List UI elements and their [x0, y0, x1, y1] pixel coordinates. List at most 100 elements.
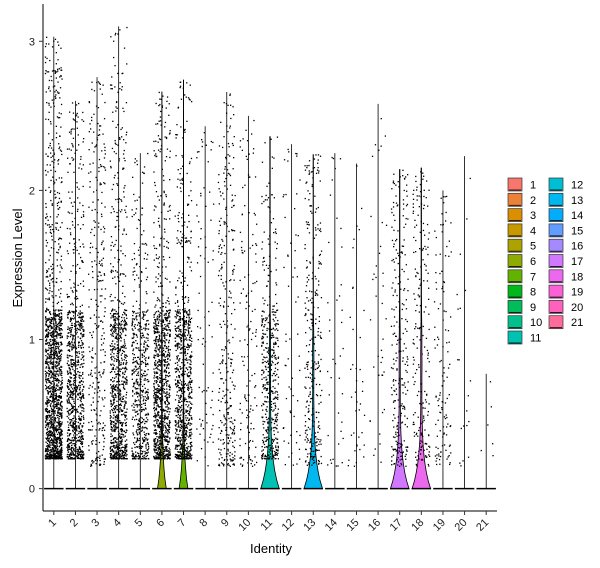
data-point	[81, 354, 83, 356]
data-point	[165, 406, 167, 408]
data-point	[77, 320, 79, 323]
data-point	[131, 342, 134, 344]
data-point	[70, 333, 72, 335]
data-point	[159, 431, 161, 433]
data-point	[119, 398, 122, 400]
data-point	[131, 370, 133, 372]
data-point	[54, 437, 56, 439]
data-point	[101, 165, 103, 167]
data-point	[100, 228, 102, 231]
data-point	[118, 449, 120, 452]
data-point	[52, 317, 54, 319]
data-point	[68, 396, 71, 398]
data-point	[164, 421, 166, 424]
data-point	[45, 70, 47, 72]
data-point	[49, 435, 51, 437]
data-point	[49, 415, 51, 417]
data-point	[59, 316, 61, 319]
data-point	[68, 212, 71, 214]
data-point	[117, 395, 120, 397]
data-point	[164, 231, 166, 233]
data-point	[52, 296, 54, 299]
data-point	[139, 456, 141, 458]
data-point	[139, 246, 141, 248]
data-point	[117, 324, 119, 326]
data-point	[45, 445, 48, 447]
data-point	[54, 338, 56, 340]
data-point	[58, 243, 60, 245]
data-point	[69, 380, 71, 382]
data-point	[44, 169, 47, 172]
data-point	[67, 397, 70, 399]
data-point	[140, 447, 142, 449]
data-point	[113, 430, 115, 432]
data-point	[51, 354, 54, 356]
data-point	[157, 426, 159, 428]
data-point	[123, 346, 125, 348]
data-point	[103, 273, 105, 275]
data-point	[139, 405, 141, 407]
data-point	[55, 404, 57, 406]
data-point	[119, 457, 122, 459]
data-point	[111, 435, 113, 437]
data-point	[49, 311, 51, 313]
data-point	[115, 336, 117, 338]
data-point	[99, 428, 101, 430]
data-point	[103, 461, 105, 463]
data-point	[123, 327, 125, 329]
data-point	[153, 397, 155, 399]
data-point	[46, 271, 48, 274]
data-point	[98, 271, 100, 273]
data-point	[51, 457, 53, 459]
data-point	[80, 440, 82, 442]
data-point	[52, 341, 54, 343]
data-point	[125, 363, 127, 366]
data-point	[56, 368, 58, 370]
data-point	[121, 414, 123, 416]
data-point	[117, 454, 119, 456]
data-point	[155, 191, 158, 193]
data-point	[49, 318, 51, 321]
data-point	[46, 452, 49, 455]
data-point	[45, 335, 47, 337]
data-point	[66, 400, 68, 402]
data-point	[56, 414, 58, 416]
data-point	[124, 452, 126, 454]
data-point	[117, 379, 120, 381]
data-point	[46, 401, 48, 403]
data-point	[79, 437, 82, 439]
data-point	[167, 316, 169, 318]
data-point	[59, 354, 62, 357]
data-point	[81, 336, 83, 338]
data-point	[140, 397, 142, 399]
data-point	[67, 387, 69, 389]
data-point	[83, 138, 85, 140]
data-point	[93, 191, 95, 193]
data-point	[69, 371, 71, 373]
data-point	[52, 389, 55, 391]
data-point	[131, 320, 134, 322]
data-point	[48, 102, 50, 104]
data-point	[125, 357, 127, 359]
data-point	[113, 454, 116, 456]
data-point	[51, 363, 53, 365]
data-point	[45, 213, 48, 215]
data-point	[158, 337, 161, 339]
data-point	[69, 394, 71, 396]
data-point	[164, 334, 166, 336]
data-point	[49, 90, 51, 92]
data-point	[82, 451, 84, 453]
data-point	[167, 416, 169, 418]
data-point	[138, 392, 140, 394]
data-point	[122, 253, 124, 255]
data-point	[52, 155, 54, 157]
data-point	[158, 436, 160, 438]
data-point	[97, 391, 99, 393]
data-point	[114, 405, 116, 407]
data-point	[74, 445, 77, 448]
data-point	[148, 356, 150, 358]
data-point	[123, 388, 125, 390]
data-point	[164, 324, 166, 326]
data-point	[161, 409, 163, 411]
data-point	[120, 442, 123, 444]
